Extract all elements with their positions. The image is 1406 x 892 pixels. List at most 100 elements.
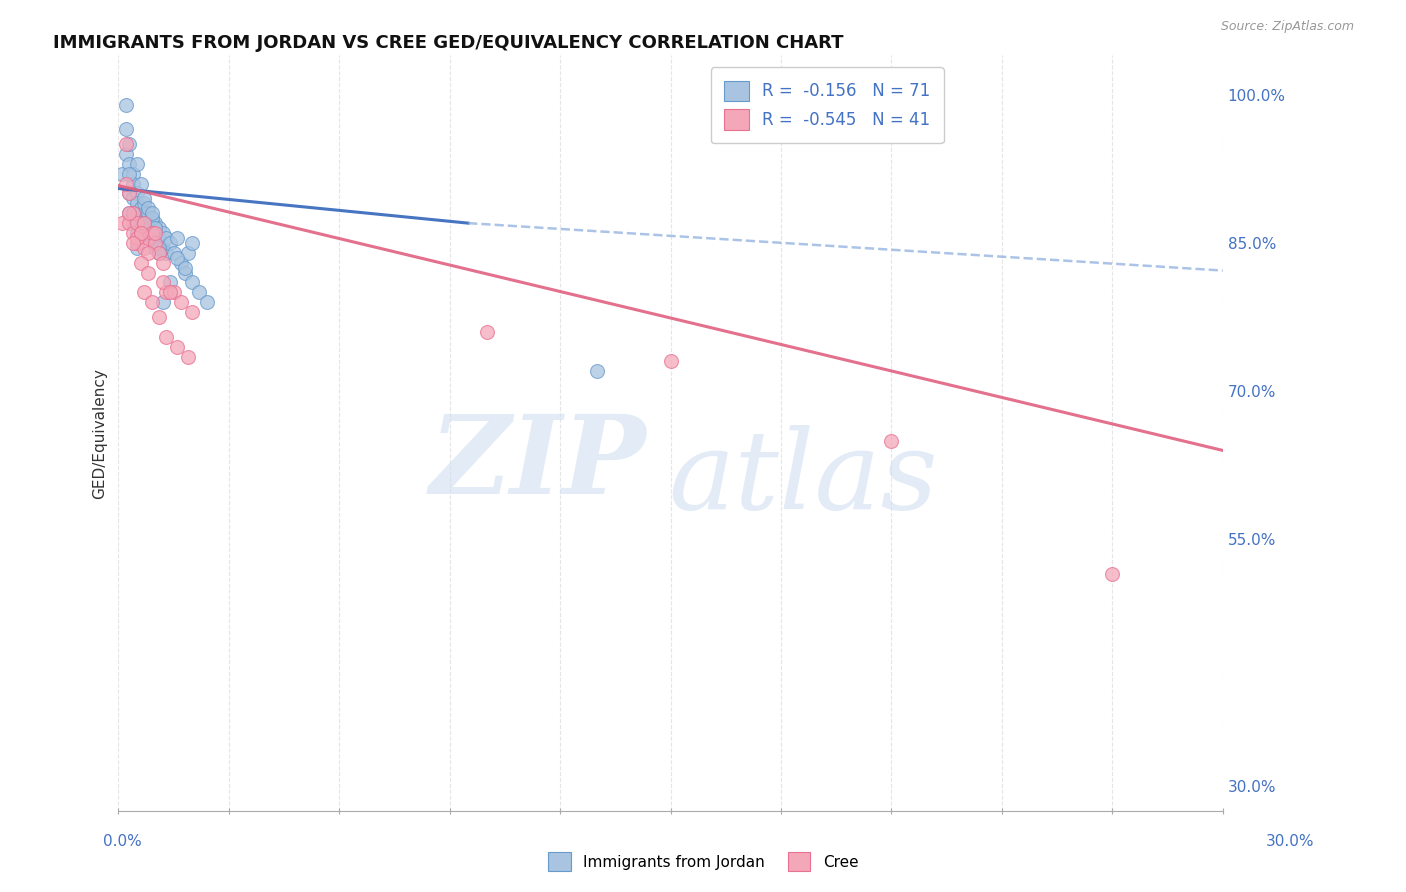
Point (136, 231, 159, 245)
Point (475, 325, 498, 339)
Point (129, 216, 152, 230)
Point (118, 206, 141, 220)
Point (118, 216, 141, 230)
Point (143, 226, 166, 240)
Point (122, 206, 145, 220)
Point (118, 157, 141, 171)
Point (177, 245, 200, 260)
Point (148, 245, 170, 260)
Point (114, 122, 136, 136)
Point (122, 177, 145, 191)
Point (155, 330, 177, 344)
Point (134, 216, 156, 230)
Point (118, 167, 141, 181)
Point (122, 216, 145, 230)
Point (114, 147, 136, 161)
Point (134, 226, 156, 240)
Point (125, 241, 148, 255)
Point (148, 221, 170, 235)
Point (141, 211, 163, 226)
Point (173, 266, 195, 280)
Point (195, 295, 218, 310)
Point (125, 196, 148, 211)
Point (129, 255, 152, 269)
Text: ZIP: ZIP (430, 409, 647, 517)
Point (148, 241, 170, 255)
Point (136, 202, 159, 216)
Point (141, 221, 163, 235)
Point (136, 206, 159, 220)
Point (880, 434, 903, 448)
Point (155, 231, 177, 245)
Point (181, 305, 204, 319)
Point (170, 295, 193, 310)
Point (136, 245, 159, 260)
Point (136, 266, 159, 280)
Point (125, 231, 148, 245)
Point (129, 226, 152, 240)
Point (141, 211, 163, 226)
Point (163, 245, 186, 260)
Point (134, 216, 156, 230)
Point (118, 206, 141, 220)
Point (122, 235, 145, 250)
Point (134, 191, 156, 205)
Text: Source: ZipAtlas.com: Source: ZipAtlas.com (1220, 20, 1354, 33)
Point (152, 295, 174, 310)
Point (155, 245, 177, 260)
Point (129, 226, 152, 240)
Point (125, 216, 148, 230)
Point (166, 340, 188, 354)
Point (181, 235, 204, 250)
Point (143, 241, 166, 255)
Point (170, 255, 193, 269)
Point (159, 285, 181, 300)
Point (134, 285, 156, 300)
Point (659, 354, 682, 368)
Point (122, 167, 145, 181)
Point (129, 221, 152, 235)
Point (152, 241, 174, 255)
Point (129, 211, 152, 226)
Point (173, 260, 195, 275)
Point (155, 285, 177, 300)
Point (148, 231, 170, 245)
Point (134, 196, 156, 211)
Point (143, 226, 166, 240)
Point (125, 226, 148, 240)
Point (141, 206, 163, 220)
Point (136, 211, 159, 226)
Point (118, 186, 141, 201)
Point (134, 241, 156, 255)
Point (159, 235, 181, 250)
Point (114, 177, 136, 191)
Point (152, 276, 174, 290)
Point (143, 231, 166, 245)
Point (148, 310, 170, 324)
Point (159, 276, 181, 290)
Point (152, 226, 174, 240)
Point (134, 216, 156, 230)
Legend: Immigrants from Jordan, Cree: Immigrants from Jordan, Cree (541, 847, 865, 877)
Point (134, 206, 156, 220)
Text: 30.0%: 30.0% (1267, 834, 1315, 848)
Point (136, 231, 159, 245)
Point (125, 216, 148, 230)
Point (122, 226, 145, 240)
Point (181, 276, 204, 290)
Point (148, 245, 170, 260)
Point (118, 137, 141, 152)
Point (177, 350, 200, 364)
Point (122, 206, 145, 220)
Legend: R =  -0.156   N = 71, R =  -0.545   N = 41: R = -0.156 N = 71, R = -0.545 N = 41 (710, 67, 943, 143)
Point (143, 221, 166, 235)
Text: 0.0%: 0.0% (103, 834, 142, 848)
Point (118, 186, 141, 201)
Point (125, 157, 148, 171)
Point (114, 97, 136, 112)
Point (125, 206, 148, 220)
Text: atlas: atlas (668, 425, 938, 533)
Point (143, 235, 166, 250)
Point (166, 251, 188, 265)
Point (586, 364, 609, 378)
